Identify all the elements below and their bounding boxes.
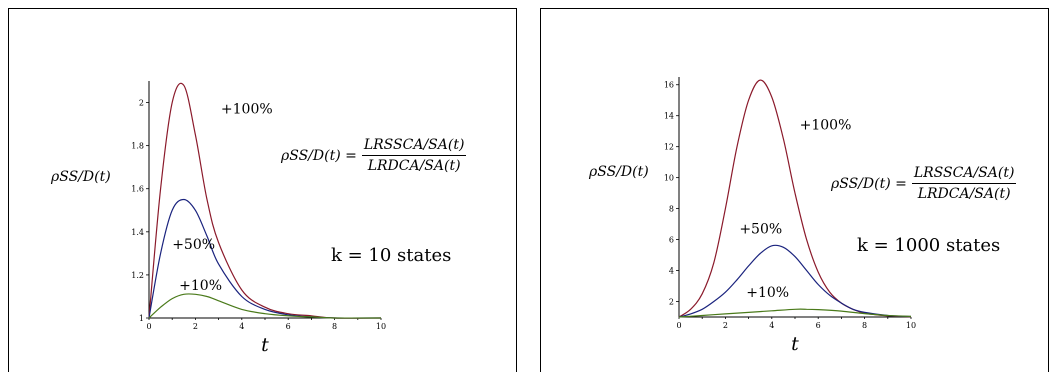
- x-tick-label: 0: [676, 321, 681, 330]
- formula-lhs: ρSS/D(t) =: [831, 175, 907, 192]
- x-axis-label: t: [791, 333, 799, 355]
- x-tick-label: 8: [332, 322, 337, 331]
- k-states-label: k = 1000 states: [857, 235, 1001, 256]
- k-states-label: k = 10 states: [331, 245, 452, 266]
- y-axis-label: ρSS/D(t): [589, 164, 649, 180]
- y-tick-label: 14: [664, 112, 674, 121]
- y-tick-label: 12: [664, 143, 674, 152]
- x-tick-label: 6: [286, 322, 291, 331]
- series-line: [148, 82, 382, 319]
- curve-annotation: +10%: [746, 285, 789, 301]
- formula-fraction: LRSSCA/SA(t) LRDCA/SA(t): [911, 165, 1017, 202]
- y-axis-label: ρSS/D(t): [51, 169, 111, 185]
- chart-right-svg: 0 2 4 6 8 10 2 4 6 8 10 12 14 16 t +100% +50% +10%: [664, 77, 916, 355]
- x-tick-label: 4: [239, 322, 244, 331]
- chart-panel-right: 0 2 4 6 8 10 2 4 6 8 10 12 14 16 t +100% +50% +10% ρSS/D(…: [540, 8, 1049, 372]
- curve-annotation: +50%: [172, 237, 215, 253]
- x-tick-label: 10: [376, 322, 386, 331]
- formula-lhs: ρSS/D(t) =: [281, 147, 357, 164]
- y-tick-label: 2: [669, 298, 674, 307]
- y-tick-label: 16: [664, 81, 674, 90]
- x-tick-label: 6: [816, 321, 821, 330]
- formula-numerator: LRSSCA/SA(t): [911, 165, 1017, 184]
- curve-annotation: +50%: [739, 221, 782, 237]
- x-tick-label: 2: [193, 322, 198, 331]
- formula-denominator: LRDCA/SA(t): [917, 186, 1011, 202]
- y-tick-label: 1.6: [131, 185, 144, 194]
- series-line: [678, 244, 912, 318]
- x-axis-label: t: [261, 334, 269, 356]
- y-tick-label: 10: [664, 174, 674, 183]
- x-tick-label: 8: [862, 321, 867, 330]
- chart-left-svg: 0 2 4 6 8 10 1 1.2 1.4 1.6 1.8 2 t +100% +50% +10%: [131, 81, 386, 356]
- y-tick-label: 4: [669, 267, 674, 276]
- ratio-formula: ρSS/D(t) = LRSSCA/SA(t) LRDCA/SA(t): [831, 165, 1017, 202]
- y-tick-label: 1.4: [131, 228, 144, 237]
- y-tick-label: 1: [139, 314, 144, 323]
- x-tick-label: 10: [906, 321, 916, 330]
- x-tick-label: 4: [769, 321, 774, 330]
- ratio-formula: ρSS/D(t) = LRSSCA/SA(t) LRDCA/SA(t): [281, 137, 467, 174]
- y-tick-label: 2: [139, 99, 144, 108]
- x-tick-label: 2: [723, 321, 728, 330]
- y-tick-label: 8: [669, 205, 674, 214]
- x-tick-label: 0: [146, 322, 151, 331]
- formula-fraction: LRSSCA/SA(t) LRDCA/SA(t): [361, 137, 467, 174]
- formula-numerator: LRSSCA/SA(t): [361, 137, 467, 156]
- chart-panel-left: 0 2 4 6 8 10 1 1.2 1.4 1.6 1.8 2 t +100% +50% +10% ρSS/…: [8, 8, 517, 372]
- series-line: [148, 293, 382, 319]
- curve-annotation: +10%: [179, 278, 222, 294]
- series-line: [678, 308, 912, 318]
- curve-annotation: +100%: [221, 101, 273, 117]
- y-tick-label: 6: [669, 236, 674, 245]
- curve-annotation: +100%: [800, 118, 852, 134]
- y-tick-label: 1.8: [131, 142, 144, 151]
- formula-denominator: LRDCA/SA(t): [367, 158, 461, 174]
- y-tick-label: 1.2: [131, 271, 144, 280]
